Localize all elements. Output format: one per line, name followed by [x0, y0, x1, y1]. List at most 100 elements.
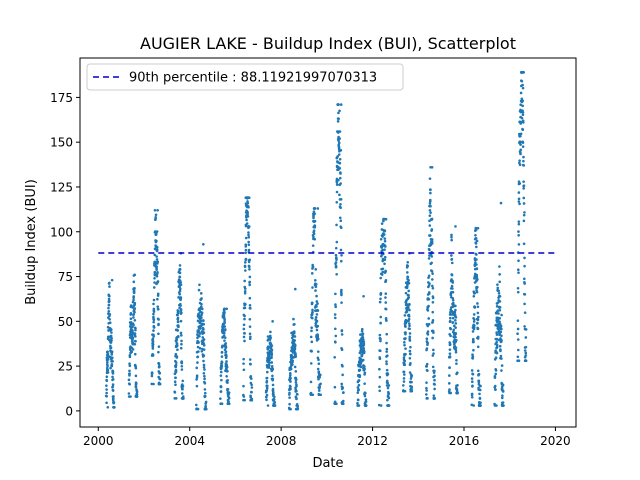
- data-point: [339, 226, 343, 229]
- data-point: [524, 345, 528, 349]
- data-point: [523, 211, 526, 214]
- data-point: [358, 374, 362, 378]
- data-point: [519, 120, 523, 124]
- data-point: [522, 164, 526, 167]
- data-point: [267, 364, 271, 367]
- data-point: [249, 374, 253, 378]
- data-point: [404, 347, 407, 350]
- data-point: [134, 374, 138, 378]
- data-point: [249, 362, 252, 366]
- data-point: [475, 258, 478, 261]
- y-tick-label: 75: [58, 270, 73, 284]
- data-point: [105, 388, 108, 391]
- data-point: [288, 374, 292, 377]
- data-point: [131, 336, 135, 340]
- data-point: [502, 404, 505, 407]
- data-point: [198, 347, 202, 350]
- data-point: [156, 292, 160, 296]
- data-point: [269, 330, 272, 334]
- data-point: [244, 243, 248, 246]
- data-point: [267, 366, 271, 369]
- data-point: [470, 380, 474, 384]
- data-point: [317, 377, 320, 381]
- data-point: [152, 382, 155, 386]
- data-point: [478, 397, 482, 400]
- data-point: [105, 391, 108, 395]
- data-point: [478, 392, 481, 396]
- data-point: [248, 283, 251, 287]
- data-point: [227, 391, 231, 394]
- data-point: [432, 394, 436, 397]
- data-point: [387, 396, 391, 400]
- data-point: [386, 381, 390, 385]
- data-point: [244, 303, 247, 306]
- data-point: [385, 379, 389, 383]
- data-point: [173, 391, 177, 394]
- data-point: [202, 348, 206, 351]
- data-point: [243, 339, 246, 343]
- data-point: [202, 354, 206, 357]
- data-point: [477, 372, 481, 376]
- data-point: [291, 359, 294, 362]
- data-point: [362, 342, 366, 346]
- data-point: [494, 369, 498, 372]
- data-point: [476, 345, 480, 349]
- data-point: [313, 219, 317, 223]
- data-point: [522, 155, 525, 159]
- data-point: [448, 313, 452, 316]
- data-point: [309, 380, 313, 384]
- data-point: [381, 270, 385, 274]
- data-point: [220, 355, 224, 358]
- data-point: [243, 398, 246, 402]
- data-point: [314, 316, 318, 319]
- data-point: [265, 389, 269, 392]
- data-point: [155, 255, 158, 258]
- data-point: [134, 382, 138, 386]
- data-point: [180, 392, 184, 395]
- data-point: [202, 328, 205, 331]
- data-point: [293, 335, 297, 338]
- data-point: [456, 383, 459, 387]
- data-point: [383, 229, 387, 233]
- data-point: [292, 330, 296, 333]
- data-point: [402, 377, 406, 380]
- data-point: [521, 86, 525, 90]
- data-point: [179, 319, 183, 323]
- data-point: [408, 356, 412, 360]
- data-point: [110, 339, 113, 342]
- data-point: [477, 315, 480, 319]
- data-point: [426, 343, 429, 347]
- data-point: [521, 99, 525, 103]
- legend-box: [86, 63, 404, 91]
- data-point: [318, 375, 322, 379]
- data-point: [385, 354, 389, 358]
- data-point: [199, 316, 203, 319]
- data-point: [180, 339, 183, 343]
- data-point: [408, 327, 411, 331]
- data-point: [134, 385, 138, 389]
- data-point: [499, 330, 503, 334]
- data-point: [316, 207, 320, 210]
- data-point: [204, 400, 208, 404]
- data-point: [108, 285, 111, 288]
- data-point: [333, 400, 337, 404]
- data-point: [227, 400, 230, 403]
- data-point: [334, 305, 337, 309]
- data-point: [335, 223, 338, 227]
- data-point: [107, 303, 111, 307]
- data-point: [266, 339, 270, 342]
- data-point: [155, 268, 158, 272]
- y-tick-label: 25: [58, 360, 73, 374]
- data-point: [524, 359, 528, 363]
- data-point: [451, 298, 455, 302]
- data-point: [111, 360, 114, 363]
- data-point: [379, 404, 383, 407]
- data-point: [310, 350, 313, 353]
- data-point: [105, 379, 109, 383]
- data-point: [334, 303, 337, 306]
- data-point: [242, 395, 246, 398]
- data-point: [316, 334, 319, 337]
- data-point: [338, 176, 342, 180]
- data-point: [406, 264, 410, 268]
- data-point: [176, 348, 179, 351]
